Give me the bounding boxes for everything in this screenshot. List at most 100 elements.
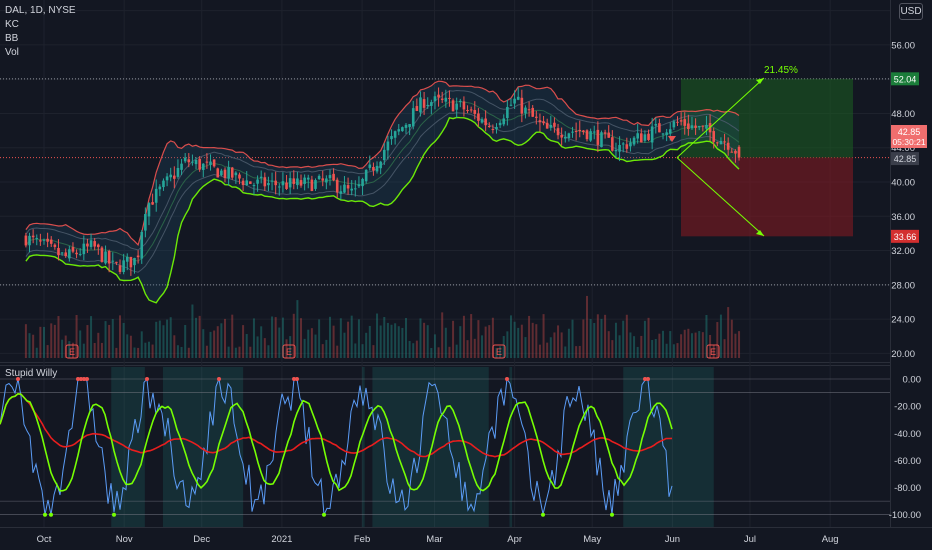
price-tick-label: 36.00 xyxy=(891,212,915,223)
volume-bar xyxy=(296,300,299,358)
volume-bar xyxy=(350,315,353,358)
price-tick-label: 48.00 xyxy=(891,109,915,120)
oversold-dot xyxy=(322,512,326,517)
volume-bar xyxy=(430,347,433,358)
candle-body xyxy=(650,126,654,143)
candle-body xyxy=(53,244,57,247)
volume-bar xyxy=(292,313,295,358)
overbought-dot xyxy=(82,377,86,381)
candle-body xyxy=(705,124,708,129)
reward-label: 21.45% xyxy=(764,65,798,76)
price-tick-label: 56.00 xyxy=(891,40,915,51)
volume-bar xyxy=(220,323,223,358)
currency-button[interactable]: USD xyxy=(899,3,923,20)
stop-price-tag xyxy=(891,229,919,243)
volume-bar xyxy=(470,314,473,358)
volume-bar xyxy=(140,331,143,358)
osc-tick-label: -20.00 xyxy=(894,402,921,413)
volume-bar xyxy=(538,344,541,358)
candle-body xyxy=(220,170,223,176)
candle-body xyxy=(230,167,234,178)
volume-bar xyxy=(93,342,96,358)
time-tick-label: Dec xyxy=(193,534,210,545)
candle-body xyxy=(639,133,643,143)
volume-bar xyxy=(672,344,675,358)
candle-body xyxy=(712,131,715,142)
volume-bar xyxy=(694,332,697,358)
volume-bar xyxy=(368,325,371,358)
legend-item-kc[interactable]: KC xyxy=(5,19,19,30)
candle-body xyxy=(393,131,397,138)
candle-body xyxy=(404,124,408,128)
candle-body xyxy=(154,188,158,203)
candle-body xyxy=(60,252,64,254)
overbought-dot xyxy=(643,377,647,381)
volume-bar xyxy=(701,332,704,358)
candle-body xyxy=(444,97,448,102)
volume-bar xyxy=(509,315,512,358)
volume-bar xyxy=(184,325,187,358)
candle-body xyxy=(241,180,245,186)
volume-bar xyxy=(300,318,303,358)
volume-bar xyxy=(354,343,357,358)
candle-body xyxy=(618,144,621,152)
indicator-title[interactable]: Stupid Willy xyxy=(5,368,58,379)
candle-body xyxy=(629,142,632,147)
volume-bar xyxy=(209,331,212,358)
candle-body xyxy=(737,146,741,158)
volume-bar xyxy=(32,334,35,358)
volume-bar xyxy=(111,319,114,358)
candle-body xyxy=(386,141,390,151)
volume-bar xyxy=(180,346,183,358)
volume-bar xyxy=(213,330,216,358)
candle-body xyxy=(643,134,647,141)
candle-body xyxy=(158,186,162,190)
volume-bar xyxy=(705,314,708,358)
volume-bar xyxy=(231,314,234,358)
candle-body xyxy=(382,149,386,161)
volume-bar xyxy=(549,337,552,358)
volume-bar xyxy=(585,295,588,358)
volume-bar xyxy=(267,345,270,358)
volume-bar xyxy=(730,319,733,358)
candle-body xyxy=(133,257,136,266)
volume-bar xyxy=(119,315,122,358)
volume-bar xyxy=(662,330,665,358)
candle-body xyxy=(571,131,574,133)
volume-bar xyxy=(169,317,172,358)
candle-body xyxy=(75,252,78,255)
volume-bar xyxy=(578,345,581,358)
volume-bar xyxy=(271,316,274,358)
volume-bar xyxy=(716,322,719,358)
volume-bar xyxy=(339,318,342,358)
candle-body xyxy=(49,239,53,244)
candle-body xyxy=(549,124,553,128)
volume-bar xyxy=(658,333,661,358)
candle-body xyxy=(310,179,314,191)
candle-body xyxy=(560,134,563,138)
symbol-title[interactable]: DAL, 1D, NYSE xyxy=(5,5,76,16)
bb-lower-line xyxy=(25,116,740,304)
osc-tick-label: -60.00 xyxy=(894,456,921,467)
legend-item-vol[interactable]: Vol xyxy=(5,47,19,58)
volume-bar xyxy=(553,332,556,358)
volume-bar xyxy=(361,344,364,358)
volume-bars xyxy=(24,295,741,358)
time-tick-label: Jul xyxy=(744,534,756,545)
volume-bar xyxy=(712,344,715,358)
target-arrow-head xyxy=(756,78,764,84)
candle-body xyxy=(433,96,437,102)
chart-legend: DAL, 1D, NYSE KC BB Vol xyxy=(5,4,76,60)
legend-item-bb[interactable]: BB xyxy=(5,33,19,44)
candle-body xyxy=(734,150,737,154)
volume-bar xyxy=(285,339,288,358)
volume-bar xyxy=(321,344,324,358)
volume-bar xyxy=(709,334,712,358)
volume-bar xyxy=(263,338,266,358)
volume-bar xyxy=(137,347,140,358)
volume-bar xyxy=(600,318,603,358)
time-tick-label: Mar xyxy=(426,534,442,545)
volume-bar xyxy=(158,320,161,358)
